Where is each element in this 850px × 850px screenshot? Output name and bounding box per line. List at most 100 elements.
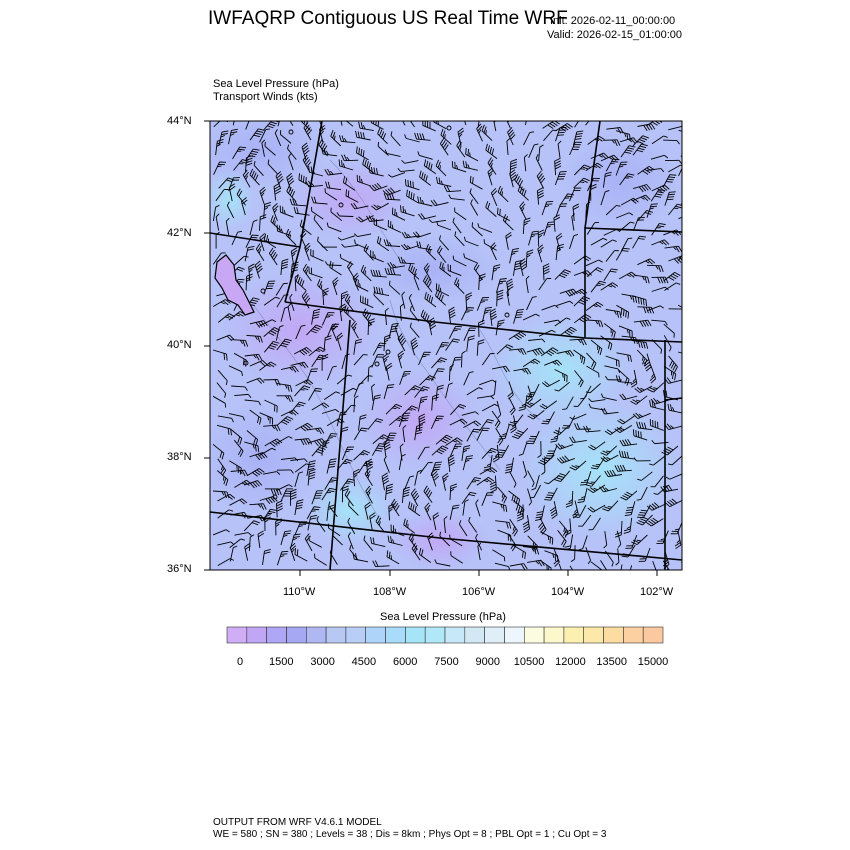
- colorbar-swatch: [385, 626, 406, 644]
- wind-barb: [383, 384, 395, 400]
- wind-barb: [462, 455, 474, 471]
- wind-barb: [387, 172, 406, 178]
- wind-barb: [263, 379, 281, 386]
- wind-barb: [678, 163, 682, 177]
- wind-barb: [442, 472, 449, 491]
- wind-barb: [259, 319, 277, 327]
- wind-barb: [536, 187, 545, 205]
- wind-barb: [387, 262, 405, 269]
- wind-barb: [574, 370, 584, 388]
- wind-barb: [383, 438, 391, 457]
- wind-barb: [454, 231, 465, 247]
- wind-barb: [414, 132, 431, 141]
- wind-barb: [555, 126, 567, 142]
- wind-barb: [647, 382, 665, 393]
- wind-barb: [529, 484, 541, 499]
- wind-barb: [264, 513, 271, 532]
- wind-barb: [461, 411, 479, 416]
- wind-barb: [569, 565, 578, 570]
- wind-barb: [228, 183, 236, 202]
- wind-barb: [549, 501, 558, 519]
- wind-barb: [263, 327, 281, 337]
- wind-barb: [569, 338, 587, 346]
- colorbar-label: 15000: [637, 656, 669, 668]
- wind-barb: [555, 243, 564, 261]
- wind-barb: [556, 455, 575, 464]
- wind-barb: [367, 418, 384, 430]
- lat-tick-label: 44°N: [167, 115, 192, 127]
- wind-barb: [513, 545, 526, 560]
- wind-barb: [363, 535, 374, 551]
- wind-barb: [519, 201, 527, 220]
- wind-barb: [262, 121, 279, 131]
- wind-barb: [513, 308, 524, 324]
- wind-barb: [371, 202, 389, 211]
- wind-barb: [541, 304, 559, 311]
- colorbar-swatch: [543, 626, 565, 644]
- wind-barb: [217, 415, 234, 423]
- wind-barb: [259, 214, 267, 231]
- wind-barb: [573, 177, 590, 189]
- wind-barb: [632, 135, 649, 147]
- wind-barb: [353, 233, 372, 238]
- wind-barb: [564, 518, 572, 536]
- wind-barb: [294, 438, 313, 446]
- wind-barb: [450, 356, 462, 372]
- wind-barb: [651, 319, 668, 326]
- wind-barb: [385, 483, 394, 501]
- wind-barb: [461, 491, 477, 505]
- wind-barb: [525, 249, 534, 267]
- wind-barb: [476, 476, 495, 486]
- wind-barb: [574, 313, 592, 324]
- wind-barb: [522, 515, 531, 533]
- wind-barb: [423, 159, 437, 175]
- wind-barb: [678, 213, 682, 220]
- wind-barb: [555, 203, 568, 218]
- wind-barb: [615, 247, 630, 261]
- wind-barb: [338, 159, 354, 171]
- wind-barb: [276, 416, 294, 427]
- wind-barb: [355, 278, 369, 292]
- wind-barb: [632, 295, 648, 307]
- wind-barb: [353, 395, 359, 413]
- wind-barb: [369, 182, 388, 192]
- wind-barb: [538, 144, 544, 162]
- wind-barb: [665, 473, 682, 480]
- wind-barb: [439, 261, 452, 277]
- wind-barb: [454, 207, 467, 221]
- wind-barb: [681, 241, 682, 252]
- wind-barb: [650, 154, 669, 160]
- wind-barb: [228, 128, 238, 145]
- wind-barb: [668, 164, 682, 173]
- wind-barb: [485, 143, 498, 159]
- wind-barb: [557, 140, 562, 158]
- wind-barb: [605, 158, 620, 172]
- wind-barb: [435, 289, 447, 306]
- wind-barb: [440, 128, 452, 145]
- wind-barb: [369, 512, 376, 531]
- wind-barb: [376, 236, 390, 252]
- wind-barb: [634, 385, 653, 393]
- wind-barb: [509, 471, 517, 488]
- wind-barb: [681, 326, 696, 339]
- wind-barb: [336, 332, 344, 351]
- wind-barb: [636, 514, 653, 526]
- wind-barb: [569, 233, 579, 250]
- wind-barb: [353, 338, 363, 355]
- wind-barb: [275, 282, 288, 296]
- wind-barb: [646, 203, 658, 218]
- colorbar-swatch: [464, 626, 485, 644]
- wind-barb: [272, 203, 279, 222]
- wind-barb: [401, 486, 410, 504]
- wind-barb: [668, 203, 682, 216]
- wind-barb: [373, 286, 390, 297]
- wind-barb: [248, 534, 255, 552]
- wind-barb: [287, 303, 292, 321]
- wind-barb: [508, 397, 516, 416]
- wind-barb: [424, 292, 437, 308]
- wind-barb: [637, 165, 655, 175]
- wind-barb: [668, 308, 682, 310]
- wind-barb: [347, 261, 355, 279]
- wind-barb: [448, 194, 465, 201]
